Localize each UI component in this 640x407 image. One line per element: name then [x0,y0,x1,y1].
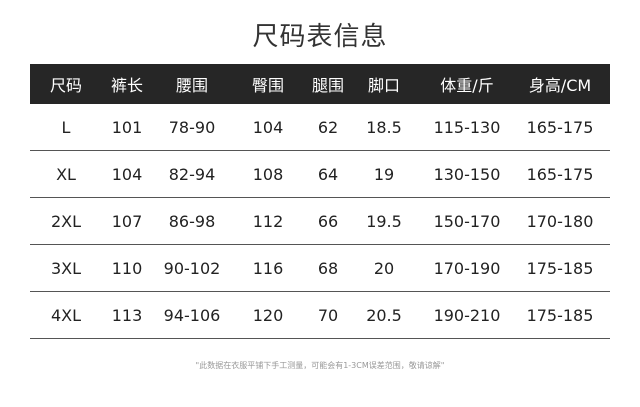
table-cell: 104 [252,117,284,137]
header-cell: 腿围 [311,76,344,95]
table-cell: 90-102 [163,258,221,278]
table-row: XL 104 82-94 108 64 19 130-150 165-175 [30,151,610,198]
measurement-note: "此数据在衣服平铺下手工测量，可能会有1-3CM误差范围，敬请谅解" [195,361,445,370]
table-cell: 165-175 [526,117,594,137]
table-cell: 108 [252,164,284,184]
table-cell: 86-98 [168,211,216,231]
header-cell: 尺码 [49,76,82,95]
table-cell: 104 [111,164,143,184]
table-cell: 78-90 [168,117,216,137]
table-cell: 70 [317,305,339,325]
table-cell: 115-130 [433,117,501,137]
table-cell: 82-94 [168,164,216,184]
header-cell: 裤长 [110,76,143,95]
header-cell: 脚口 [367,76,400,95]
table-cell: 110 [111,258,143,278]
table-cell: 18.5 [366,117,402,137]
table-cell: 107 [111,211,143,231]
table-cell: 130-150 [433,164,501,184]
table-cell: 19 [373,164,395,184]
page-title: 尺码表信息 [252,22,388,52]
table-cell: 120 [252,305,284,325]
header-cell: 身高/CM [528,76,592,95]
table-cell: 4XL [50,305,82,325]
table-header: 尺码 裤长 腰围 臀围 腿围 脚口 体重/斤 身高/CM [30,64,610,104]
header-cell: 腰围 [175,76,208,95]
table-cell: 175-185 [526,305,594,325]
table-cell: 101 [111,117,143,137]
table-cell: 190-210 [433,305,501,325]
table-cell: 165-175 [526,164,594,184]
table-cell: 68 [317,258,339,278]
table-cell: 20.5 [366,305,402,325]
table-cell: 20 [373,258,395,278]
table-cell: 19.5 [366,211,402,231]
header-cell: 体重/斤 [440,76,494,95]
table-row: 4XL 113 94-106 120 70 20.5 190-210 175-185 [30,292,610,339]
table-cell: 62 [317,117,339,137]
table-cell: 94-106 [163,305,221,325]
table-cell: 3XL [50,258,82,278]
table-cell: 170-180 [526,211,594,231]
table-cell: 112 [252,211,284,231]
size-table: 尺码 裤长 腰围 臀围 腿围 脚口 体重/斤 身高/CM L 101 78-90 104 62 18.5 1… [30,64,610,339]
table-cell: 2XL [50,211,82,231]
table-cell: 66 [317,211,339,231]
table-cell: 113 [111,305,143,325]
table-row: 2XL 107 86-98 112 66 19.5 150-170 170-180 [30,198,610,245]
table-row: L 101 78-90 104 62 18.5 115-130 165-175 [30,104,610,151]
table-cell: L [61,117,71,137]
table-cell: 150-170 [433,211,501,231]
header-cell: 臀围 [251,76,284,95]
table-cell: 175-185 [526,258,594,278]
table-cell: 170-190 [433,258,501,278]
table-cell: 116 [252,258,284,278]
table-row: 3XL 110 90-102 116 68 20 170-190 175-185 [30,245,610,292]
table-cell: XL [56,164,76,184]
table-cell: 64 [317,164,339,184]
